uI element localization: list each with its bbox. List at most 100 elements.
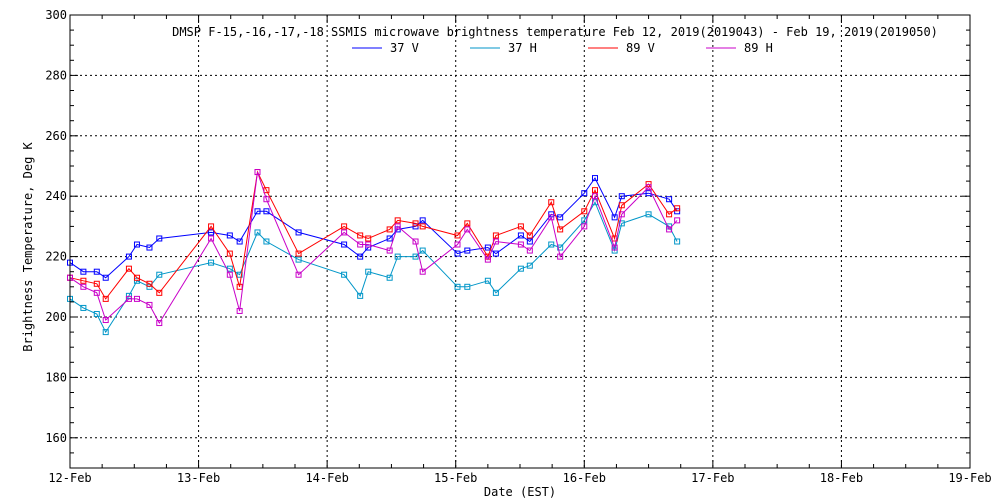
legend-label: 37 H [508,41,537,55]
data-point [236,307,243,314]
data-point [146,244,153,251]
data-point [80,268,87,275]
data-point [611,244,618,251]
data-point [93,280,100,287]
data-point [125,253,132,260]
data-point [674,217,681,224]
data-point [295,256,302,263]
data-point [357,292,364,299]
x-tick-label: 18-Feb [820,471,863,485]
data-point [548,199,555,206]
data-point [133,274,140,281]
data-point [365,244,372,251]
data-point [208,223,215,230]
data-point [357,253,364,260]
y-tick-label: 200 [45,310,67,324]
data-point [341,241,348,248]
data-point [492,238,499,245]
grid-layer [70,15,970,468]
data-point [125,292,132,299]
data-point [611,235,618,242]
data-point [365,241,372,248]
plot-frame [69,14,971,469]
chart-title: DMSP F-15,-16,-17,-18 SSMIS microwave br… [172,25,938,39]
data-point [666,196,673,203]
data-point [412,238,419,245]
data-point [254,208,261,215]
data-point [454,232,461,239]
y-tick-label: 180 [45,370,67,384]
data-point [464,283,471,290]
data-point [102,317,109,324]
data-point [295,229,302,236]
data-point [357,241,364,248]
data-point [484,244,491,251]
data-point [674,238,681,245]
data-point [548,241,555,248]
data-point [125,265,132,272]
data-point [526,238,533,245]
data-point [386,226,393,233]
data-point [464,226,471,233]
data-point [666,226,673,233]
x-tick-label: 12-Feb [48,471,91,485]
data-point [80,277,87,284]
data-point [592,187,598,194]
data-point [484,277,491,284]
axis-layer: 12-Feb 13-Feb 14-Feb 15-Feb 16-Feb 17-Feb 18-F… [45,8,991,485]
x-tick-label: 14-Feb [305,471,348,485]
data-point [394,223,401,230]
series-37-v [67,175,681,281]
data-point [236,271,243,278]
data-point [263,208,270,215]
data-point [226,232,233,239]
series-layer [67,169,681,336]
data-point [254,169,261,176]
y-tick-label: 300 [45,8,67,22]
data-point [492,250,499,257]
data-point [226,271,233,278]
data-point [557,214,564,221]
data-point [341,229,348,236]
data-point [208,229,215,236]
y-tick-label: 260 [45,129,67,143]
data-point [464,220,471,227]
y-tick-label: 220 [45,250,67,264]
x-tick-label: 15-Feb [434,471,477,485]
series-line [69,171,678,325]
data-point [581,190,588,197]
data-point [592,175,598,182]
data-point [236,283,243,290]
data-point [526,232,533,239]
data-point [93,289,100,296]
data-point [93,310,100,317]
data-point [454,283,461,290]
legend: 37 V 37 H 89 V 89 H [352,41,773,55]
data-point [254,229,261,236]
legend-label: 37 V [390,41,419,55]
data-point [645,184,652,191]
data-point [125,295,132,302]
y-tick-label: 280 [45,68,67,82]
data-point [454,241,461,248]
x-tick-label: 16-Feb [563,471,606,485]
data-point [548,214,555,221]
data-point [517,223,524,230]
data-point [386,274,393,281]
data-point [226,265,233,272]
y-tick-label: 240 [45,189,67,203]
data-point [263,238,270,245]
x-tick-label: 19-Feb [948,471,991,485]
data-point [557,226,564,233]
data-point [133,277,140,284]
data-point [454,250,461,257]
data-point [419,247,426,254]
data-point [208,259,215,266]
data-point [581,223,588,230]
data-point [93,268,100,275]
data-point [517,232,524,239]
series-line [69,177,678,279]
data-point [464,247,471,254]
